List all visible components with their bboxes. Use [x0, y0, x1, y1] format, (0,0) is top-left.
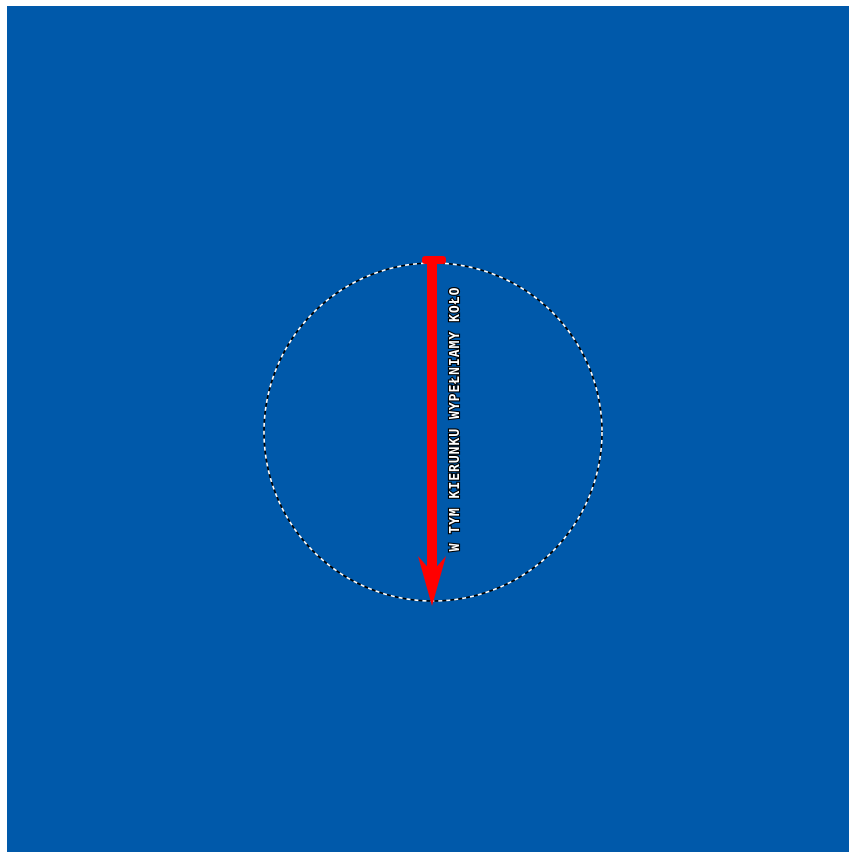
arrow-head — [418, 556, 446, 606]
direction-annotation: W TYM KIERUNKU WYPEŁNIAMY KOŁO — [448, 287, 463, 552]
gradient-direction-arrow — [418, 256, 446, 606]
